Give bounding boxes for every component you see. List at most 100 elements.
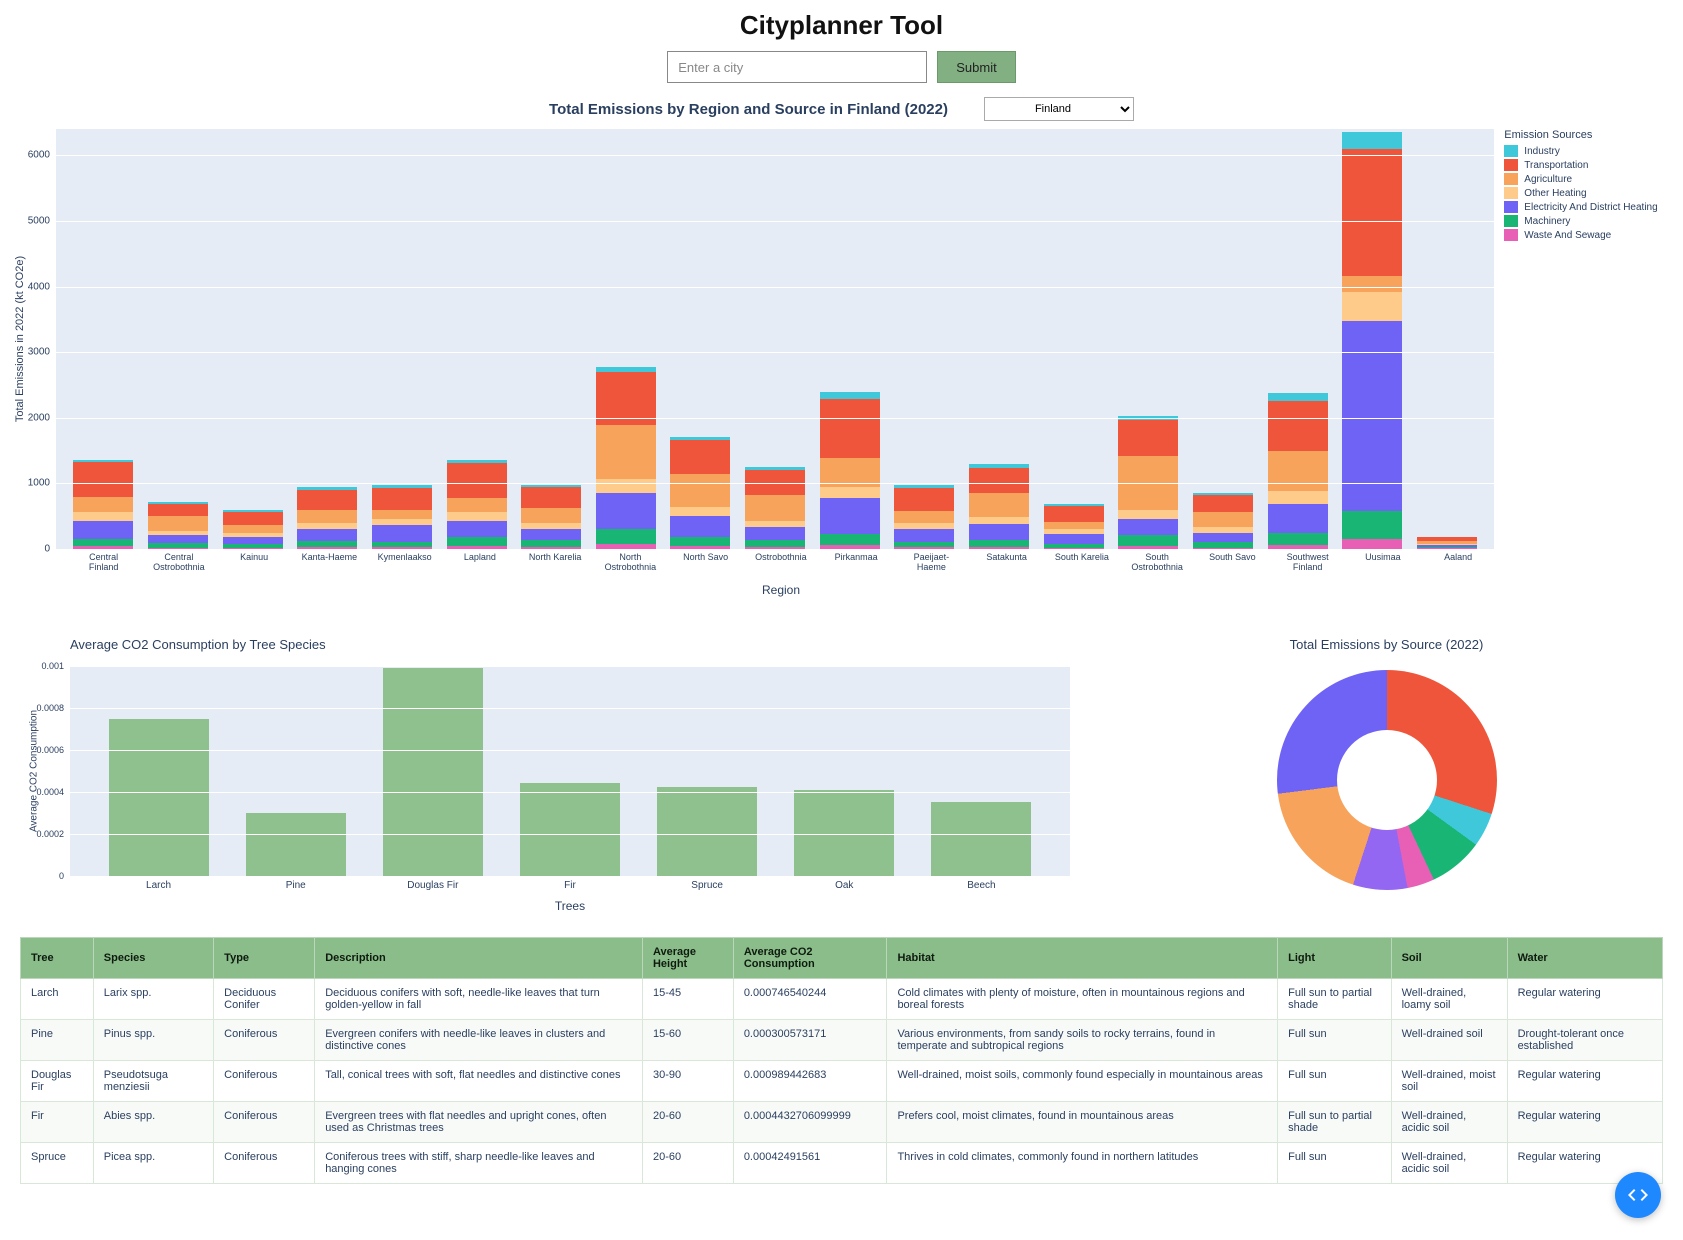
table-cell: Pine — [21, 1019, 94, 1060]
segment-transportation — [297, 490, 357, 510]
bar-uusimaa[interactable] — [1342, 132, 1402, 549]
legend-item-other-heating[interactable]: Other Heating — [1504, 187, 1663, 199]
bar-north-ostrobothnia[interactable] — [596, 367, 656, 549]
gridline — [56, 287, 1494, 288]
tree-table: TreeSpeciesTypeDescriptionAverage Height… — [20, 937, 1663, 1184]
tree-bar-douglas-fir[interactable] — [383, 668, 483, 876]
table-cell: Larch — [21, 978, 94, 1019]
th-type[interactable]: Type — [214, 937, 315, 978]
country-select[interactable]: Finland — [984, 97, 1134, 121]
segment-industry — [1268, 393, 1328, 401]
gridline — [56, 549, 1494, 550]
tree-bar-spruce[interactable] — [657, 787, 757, 876]
gridline — [70, 792, 1070, 793]
table-cell: Evergreen trees with flat needles and up… — [315, 1101, 643, 1142]
th-light[interactable]: Light — [1278, 937, 1391, 978]
table-cell: Tall, conical trees with soft, flat need… — [315, 1060, 643, 1101]
table-cell: Well-drained, acidic soil — [1391, 1101, 1507, 1142]
xtick: Satakunta — [977, 549, 1037, 573]
segment-electricity-and-district-heating — [372, 525, 432, 542]
bar-paeijaet-haeme[interactable] — [894, 485, 954, 549]
city-input[interactable] — [667, 51, 927, 83]
tree-bar-beech[interactable] — [931, 802, 1031, 876]
segment-agriculture — [894, 511, 954, 523]
legend-label: Machinery — [1524, 216, 1570, 227]
submit-button[interactable]: Submit — [937, 51, 1015, 83]
tree-bar-fir[interactable] — [520, 783, 620, 876]
bar-stack — [372, 485, 432, 549]
legend-item-industry[interactable]: Industry — [1504, 145, 1663, 157]
bar-kymenlaakso[interactable] — [372, 485, 432, 549]
bar-ostrobothnia[interactable] — [745, 467, 805, 549]
th-average-co2-consumption[interactable]: Average CO2 Consumption — [733, 937, 887, 978]
code-fab-button[interactable] — [1615, 1172, 1661, 1218]
main-chart-xlabel: Region — [56, 583, 1506, 597]
legend-item-waste-and-sewage[interactable]: Waste And Sewage — [1504, 229, 1663, 241]
segment-electricity-and-district-heating — [1118, 519, 1178, 535]
tree-xtick: Fir — [520, 880, 620, 891]
xtick: Kainuu — [224, 549, 284, 573]
table-cell: Cold climates with plenty of moisture, o… — [887, 978, 1278, 1019]
tree-bar-oak[interactable] — [794, 790, 894, 876]
segment-transportation — [1044, 506, 1104, 522]
segment-electricity-and-district-heating — [297, 529, 357, 541]
bar-north-karelia[interactable] — [521, 485, 581, 549]
bar-stack — [1342, 132, 1402, 549]
xtick: Central Finland — [74, 549, 134, 573]
legend-item-agriculture[interactable]: Agriculture — [1504, 173, 1663, 185]
th-habitat[interactable]: Habitat — [887, 937, 1278, 978]
segment-transportation — [745, 470, 805, 495]
th-tree[interactable]: Tree — [21, 937, 94, 978]
segment-other-heating — [1118, 510, 1178, 519]
segment-agriculture — [372, 510, 432, 519]
table-cell: Evergreen conifers with needle-like leav… — [315, 1019, 643, 1060]
segment-agriculture — [223, 525, 283, 533]
bar-stack — [148, 502, 208, 549]
table-cell: Full sun — [1278, 1142, 1391, 1183]
tree-chart-plot: Average CO2 Consumption 00.00020.00040.0… — [70, 666, 1070, 876]
tree-bar-larch[interactable] — [109, 719, 209, 876]
th-soil[interactable]: Soil — [1391, 937, 1507, 978]
segment-machinery — [969, 540, 1029, 547]
table-cell: Various environments, from sandy soils t… — [887, 1019, 1278, 1060]
bar-central-finland[interactable] — [73, 460, 133, 549]
bar-south-karelia[interactable] — [1044, 504, 1104, 549]
legend-label: Other Heating — [1524, 188, 1586, 199]
bar-north-savo[interactable] — [670, 437, 730, 549]
ytick: 0 — [59, 871, 64, 881]
segment-agriculture — [670, 474, 730, 507]
legend-item-transportation[interactable]: Transportation — [1504, 159, 1663, 171]
th-species[interactable]: Species — [93, 937, 213, 978]
segment-other-heating — [969, 517, 1029, 524]
table-cell: Thrives in cold climates, commonly found… — [887, 1142, 1278, 1183]
table-cell: Regular watering — [1507, 1060, 1662, 1101]
bar-lapland[interactable] — [447, 460, 507, 549]
ytick: 0.0002 — [36, 829, 64, 839]
segment-agriculture — [820, 458, 880, 487]
ytick: 0.0008 — [36, 703, 64, 713]
th-description[interactable]: Description — [315, 937, 643, 978]
legend-item-machinery[interactable]: Machinery — [1504, 215, 1663, 227]
bar-aaland[interactable] — [1417, 537, 1477, 549]
bar-satakunta[interactable] — [969, 464, 1029, 549]
gridline — [70, 708, 1070, 709]
bar-kainuu[interactable] — [223, 510, 283, 549]
bar-south-savo[interactable] — [1193, 493, 1253, 549]
ytick: 0.0004 — [36, 787, 64, 797]
segment-transportation — [1118, 420, 1178, 457]
legend-item-electricity-and-district-heating[interactable]: Electricity And District Heating — [1504, 201, 1663, 213]
bar-kanta-haeme[interactable] — [297, 487, 357, 549]
bar-stack — [670, 437, 730, 549]
th-average-height[interactable]: Average Height — [642, 937, 733, 978]
segment-transportation — [670, 440, 730, 474]
bar-central-ostrobothnia[interactable] — [148, 502, 208, 549]
bar-pirkanmaa[interactable] — [820, 392, 880, 549]
tree-chart: Average CO2 Consumption by Tree Species … — [20, 637, 1080, 913]
segment-transportation — [148, 504, 208, 516]
segment-electricity-and-district-heating — [223, 537, 283, 544]
th-water[interactable]: Water — [1507, 937, 1662, 978]
segment-electricity-and-district-heating — [596, 493, 656, 528]
legend-title: Emission Sources — [1504, 129, 1663, 141]
table-cell: Well-drained, moist soil — [1391, 1060, 1507, 1101]
tree-bar-pine[interactable] — [246, 813, 346, 876]
